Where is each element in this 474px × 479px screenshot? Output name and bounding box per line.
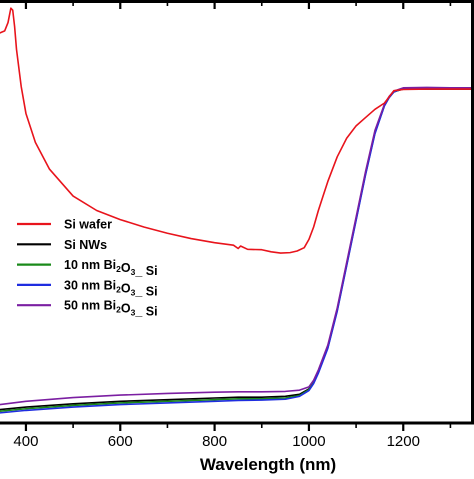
x-axis-title: Wavelength (nm) [200, 455, 336, 474]
x-tick-label: 600 [108, 433, 133, 450]
legend-label-3: 30 nm Bi2O3_ Si [64, 278, 158, 298]
x-tick-label: 1200 [387, 433, 420, 450]
legend-label-1: Si NWs [64, 238, 107, 252]
legend-label-2: 10 nm Bi2O3_ Si [64, 258, 158, 278]
series-line-0 [0, 7, 474, 254]
legend-label-0: Si wafer [64, 218, 112, 232]
series-layer [0, 7, 474, 414]
x-tick-label: 800 [202, 433, 227, 450]
axis-layer: 400 600 800 1000 1200 [0, 0, 474, 450]
x-tick-label: 400 [13, 433, 38, 450]
legend-label-4: 50 nm Bi2O3_ Si [64, 299, 158, 319]
x-tick-label: 1000 [292, 433, 325, 450]
